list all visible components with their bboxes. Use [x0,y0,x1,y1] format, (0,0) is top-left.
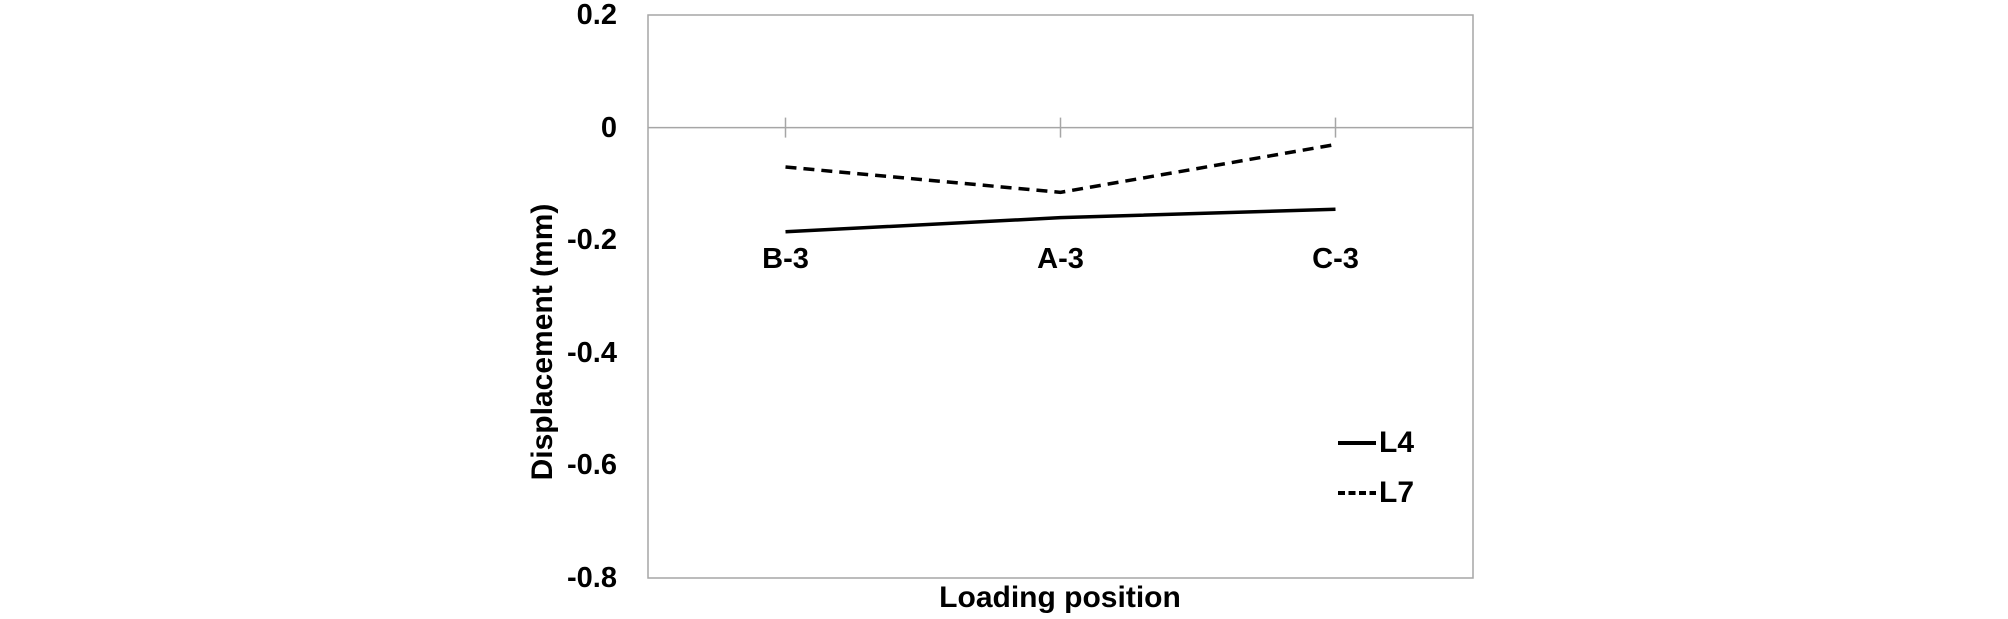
legend-dashed-line-sample [1338,491,1376,495]
series-line-l7 [785,142,1336,195]
y-tick-label: 0.2 [576,0,617,31]
legend-solid-line-sample [1338,441,1376,445]
legend-item-l4: L4 [1338,424,1414,462]
x-category-label: A-3 [1037,243,1084,275]
plot-border [647,14,1474,579]
y-axis-title: Displacement (mm) [526,203,559,481]
y-tick-label: 0 [600,111,617,144]
y-tick-label: -0.2 [567,224,617,257]
y-tick-label: -0.4 [567,336,617,369]
x-category-label: C-3 [1312,243,1359,275]
x-category-label: B-3 [762,243,809,275]
legend-label-l7: L7 [1379,476,1415,509]
y-tick-label: -0.8 [567,562,617,594]
series-line-l4 [785,207,1336,234]
x-axis-title: Loading position [939,581,1181,614]
legend-label-l4: L4 [1379,426,1415,459]
y-tick-label: -0.6 [567,449,617,482]
legend: L4 L7 [1338,424,1414,524]
legend-item-l7: L7 [1338,474,1414,512]
